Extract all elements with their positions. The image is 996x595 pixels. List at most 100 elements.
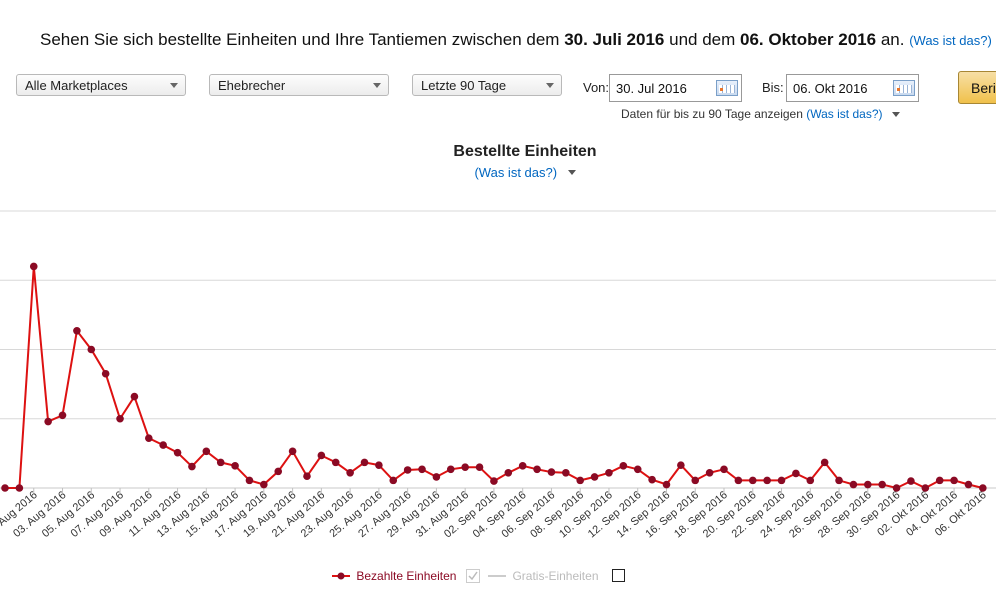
data-point [806,476,815,485]
series-line-paid [5,266,984,490]
legend-free-marker[interactable] [488,571,507,581]
data-point [360,458,369,467]
title-select[interactable]: Ehebrecher [209,74,389,96]
range-hint: Daten für bis zu 90 Tage anzeigen (Was i… [621,107,900,121]
legend-paid-marker[interactable] [332,571,350,581]
chart-help-link[interactable]: (Was ist das?) [474,165,558,180]
data-point [116,414,124,423]
data-point [173,448,182,457]
from-label: Von: [583,80,610,95]
header-start-date: 30. Juli 2016 [564,30,665,49]
chevron-down-icon[interactable] [567,170,576,176]
chevron-down-icon [373,83,381,88]
data-point [691,476,700,485]
data-point [864,480,872,489]
data-point [935,476,944,485]
data-point [274,467,283,476]
data-point [547,468,556,476]
data-point [964,480,973,489]
data-point [590,473,599,481]
data-point [73,327,81,335]
header-prefix: Sehen Sie sich bestellte Einheiten und I… [40,30,560,49]
data-point [619,462,628,470]
report-button-label: Bericht [971,80,996,96]
data-point [777,476,786,485]
chevron-down-icon [546,83,554,88]
header-suffix: an. [880,30,905,49]
data-point [562,468,570,477]
series-points-paid [1,262,987,492]
data-point [87,345,96,354]
data-point [835,476,843,485]
to-date-input[interactable]: 06. Okt 2016 [786,74,919,102]
data-point [720,465,728,474]
data-point [1,484,9,492]
range-hint-text: Daten für bis zu 90 Tage anzeigen [621,107,803,121]
data-point [245,476,254,485]
data-point [504,468,513,477]
data-point [29,262,38,271]
data-point [260,480,268,489]
chart-help: (Was ist das?) [0,164,996,182]
title-select-value: Ehebrecher [218,78,286,93]
data-point [303,472,311,481]
report-button[interactable]: Bericht [958,71,996,104]
period-select[interactable]: Letzte 90 Tage [412,74,562,96]
data-point [216,458,225,467]
chevron-down-icon [170,83,178,88]
data-point [403,466,412,474]
data-point [130,392,139,401]
data-point [418,465,426,474]
data-point [878,480,886,489]
chart-title: Bestellte Einheiten [453,143,597,160]
data-point [792,469,800,478]
chevron-down-icon[interactable] [891,112,900,118]
data-point [633,465,642,474]
marketplace-select[interactable]: Alle Marketplaces [16,74,186,96]
data-point [44,417,52,426]
legend-paid-label[interactable]: Bezahlte Einheiten [356,568,457,583]
header-middle: und dem [669,30,736,49]
data-point [188,462,196,471]
calendar-icon[interactable] [716,80,738,96]
data-point [317,451,326,460]
data-point [58,411,67,420]
data-point [446,465,455,474]
data-point [921,484,930,492]
data-point [605,468,613,477]
data-point [475,463,484,472]
data-point [576,476,584,485]
data-point [662,480,671,489]
data-point [533,465,541,474]
data-point [518,462,527,470]
data-point [15,484,24,492]
checkbox-icon[interactable] [611,568,626,583]
data-point [820,458,829,467]
data-point [432,473,441,481]
from-date-input[interactable]: 30. Jul 2016 [609,74,742,102]
data-point [101,369,110,378]
data-point [145,434,153,442]
data-point [950,476,958,485]
legend-free-label[interactable]: Gratis-Einheiten [512,568,599,583]
data-point [979,484,987,492]
data-point [763,476,771,485]
data-point [331,458,340,467]
header-help-link[interactable]: (Was ist das?) [909,33,992,48]
data-point [461,463,469,472]
from-date-value: 30. Jul 2016 [616,81,687,96]
data-point [648,475,656,484]
checkmark-icon[interactable] [465,568,480,583]
data-point [159,441,167,449]
calendar-icon[interactable] [893,80,915,96]
data-point [490,477,498,485]
data-point [288,447,297,456]
data-point [849,480,858,489]
data-point [202,447,211,456]
range-hint-link[interactable]: (Was ist das?) [806,107,883,121]
to-label: Bis: [762,80,784,95]
header-text: Sehen Sie sich bestellte Einheiten und I… [40,30,992,50]
data-point [734,476,743,485]
